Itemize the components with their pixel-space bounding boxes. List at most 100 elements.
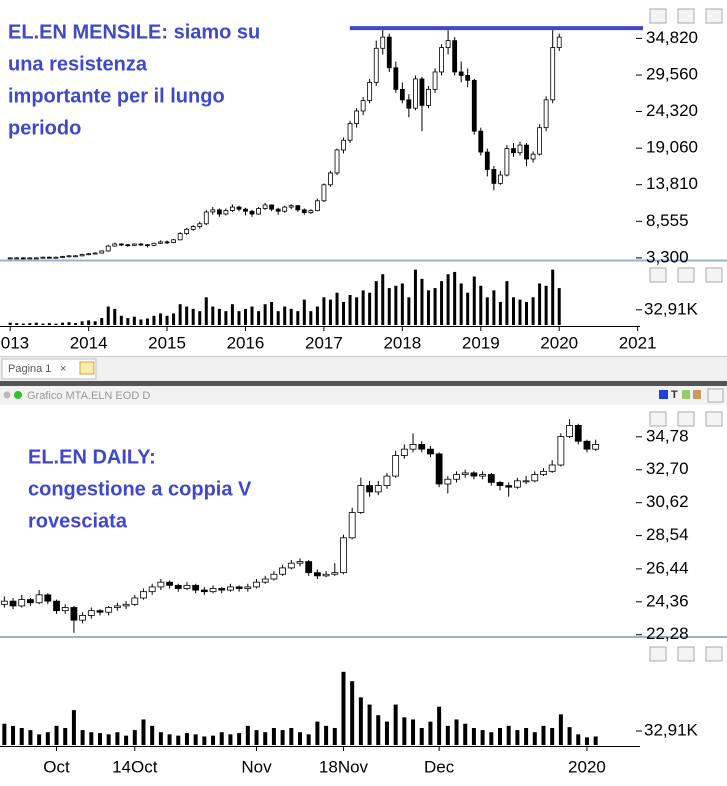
candle-body xyxy=(113,605,121,608)
candle-body xyxy=(380,36,386,49)
minimize-button[interactable] xyxy=(649,411,667,427)
volume-bar xyxy=(191,308,195,325)
candle-body xyxy=(427,448,434,455)
tab[interactable] xyxy=(1,358,97,380)
x-tick-label: 14Oct xyxy=(112,757,158,776)
y-tick-label: 29,560 xyxy=(646,65,698,84)
volume-bar xyxy=(355,297,359,325)
candle-body xyxy=(157,581,165,588)
volume-bar xyxy=(525,301,529,325)
volume-bar xyxy=(361,290,365,325)
candle-body xyxy=(227,586,234,591)
volume-bar xyxy=(113,308,117,325)
volume-bar xyxy=(150,725,155,745)
volume-bar xyxy=(335,292,339,325)
candle-body xyxy=(105,607,113,613)
volume-bar xyxy=(257,311,261,325)
candle-body xyxy=(203,211,209,225)
tab-close[interactable]: × xyxy=(60,363,66,375)
candle-body xyxy=(18,599,26,607)
candle-body xyxy=(35,594,43,604)
maximize-button[interactable] xyxy=(677,411,695,427)
toolbar-icon[interactable] xyxy=(693,390,701,399)
volume-bar xyxy=(428,721,433,745)
candle-body xyxy=(249,210,255,215)
volume-bar xyxy=(498,301,502,325)
y-tick-label: 19,060 xyxy=(646,138,698,157)
volume-bar xyxy=(237,733,242,745)
volume-bar xyxy=(348,295,352,325)
volume-bar xyxy=(298,732,302,745)
volume-bar xyxy=(217,308,221,325)
maximize-button[interactable] xyxy=(677,8,695,24)
candle-body xyxy=(322,573,330,577)
volume-bar xyxy=(159,313,163,325)
candle-body xyxy=(331,572,339,575)
volume-bar xyxy=(324,725,329,745)
volume-bar xyxy=(11,725,16,745)
close-button[interactable] xyxy=(705,267,723,283)
candle-body xyxy=(243,208,248,212)
annotation: una resistenza xyxy=(8,53,148,75)
volume-bar xyxy=(576,734,581,745)
minimize-button[interactable] xyxy=(649,8,667,24)
x-tick-label: Oct xyxy=(43,757,70,776)
candle-body xyxy=(511,148,516,154)
volume-bar xyxy=(368,292,372,325)
maximize-button[interactable] xyxy=(677,646,695,662)
maximize-button[interactable] xyxy=(677,267,695,283)
candle-body xyxy=(47,256,52,259)
candle-body xyxy=(522,480,530,483)
y-tick-label: 26,44 xyxy=(646,558,689,577)
minimize-button[interactable] xyxy=(649,646,667,662)
volume-bar xyxy=(61,322,65,325)
candle-body xyxy=(392,455,400,477)
volume-bar xyxy=(47,323,51,325)
volume-bar xyxy=(407,297,411,325)
tab-label[interactable]: Pagina 1 xyxy=(8,363,51,375)
close-button[interactable] xyxy=(705,646,723,662)
volume-bar xyxy=(557,288,561,325)
candle-body xyxy=(373,47,379,83)
volume-bar xyxy=(87,320,91,325)
minimize-button[interactable] xyxy=(649,267,667,283)
x-tick-label: 2014 xyxy=(70,333,108,352)
volume-bar xyxy=(219,732,224,745)
candle-body xyxy=(53,256,59,259)
volume-bar xyxy=(63,727,68,745)
candle-body xyxy=(99,250,105,254)
x-tick-label: 18Nov xyxy=(319,757,369,776)
toolbar-icon[interactable]: T xyxy=(671,389,678,401)
volume-bar xyxy=(558,714,563,745)
volume-bar xyxy=(74,323,78,325)
new-tab-icon[interactable] xyxy=(79,361,95,375)
close-button[interactable] xyxy=(705,411,723,427)
candle-body xyxy=(439,47,444,73)
candle-body xyxy=(275,208,281,212)
candle-body xyxy=(0,600,8,605)
volume-bar xyxy=(332,727,337,745)
candle-body xyxy=(321,184,327,202)
volume-bar xyxy=(283,306,287,325)
volume-bar xyxy=(350,681,355,745)
candle-body xyxy=(399,88,405,101)
close-button[interactable] xyxy=(707,388,724,403)
toolbar-icon[interactable] xyxy=(682,390,690,399)
close-button[interactable] xyxy=(705,8,723,24)
y-tick-label: 34,78 xyxy=(646,426,689,445)
candle-body xyxy=(471,79,477,132)
volume-bar xyxy=(584,737,589,745)
volume-bar xyxy=(402,717,407,745)
volume-bar xyxy=(230,304,234,325)
volume-bar xyxy=(100,318,104,325)
window-buttons[interactable] xyxy=(649,411,723,662)
volume-bar xyxy=(480,730,485,745)
candle-body xyxy=(478,130,484,153)
volume-bar xyxy=(115,732,120,745)
candle-body xyxy=(452,40,458,73)
window-buttons[interactable] xyxy=(649,8,723,283)
volume-bar xyxy=(245,725,250,745)
toolbar-icon[interactable] xyxy=(659,390,668,399)
volume-bar xyxy=(515,730,520,745)
volume-bar xyxy=(445,725,450,745)
